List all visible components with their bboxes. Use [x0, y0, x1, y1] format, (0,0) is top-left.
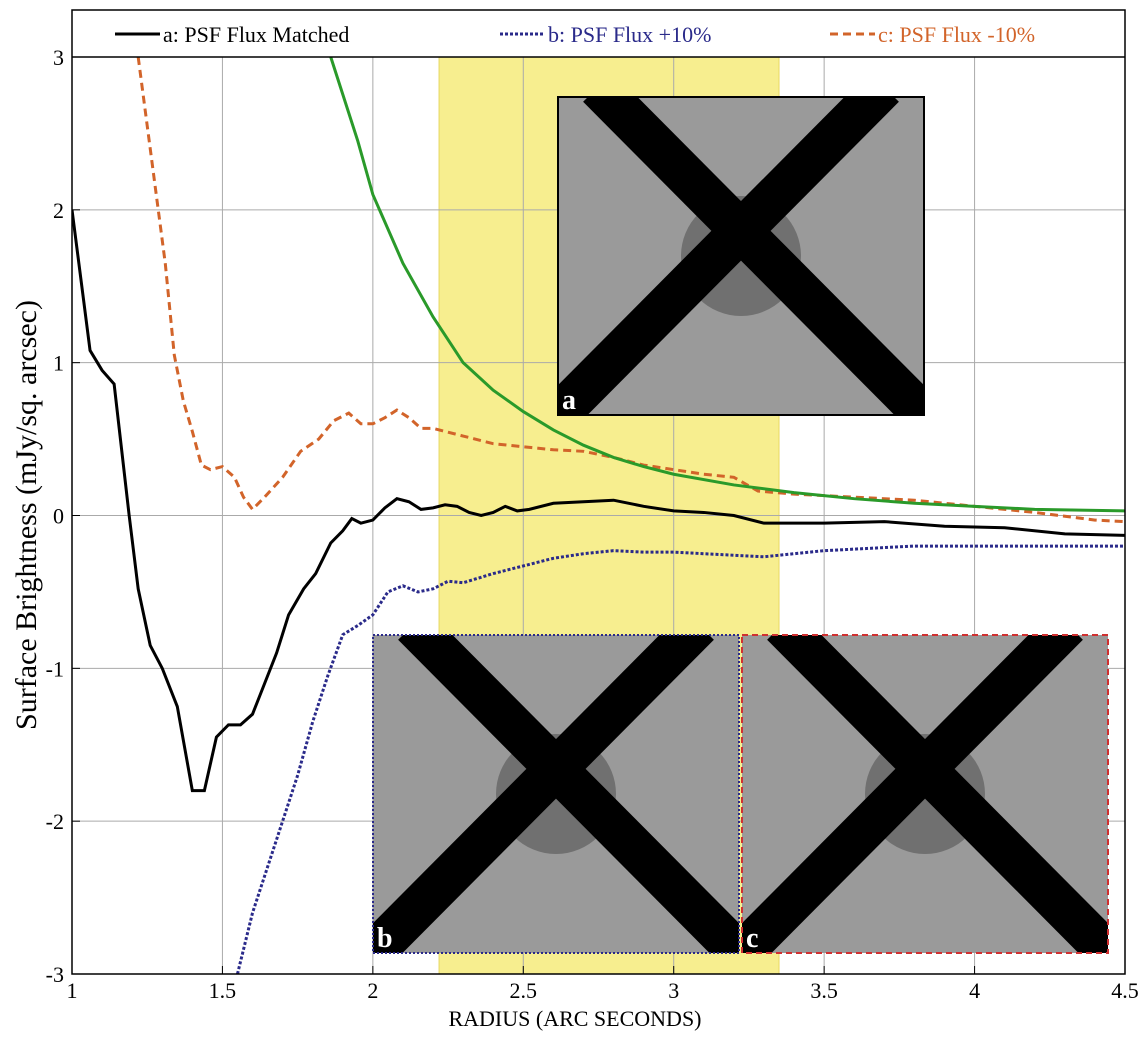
- x-tick-label: 1.5: [209, 978, 237, 1003]
- y-axis-label: Surface Brightness (mJy/sq. arcsec): [10, 300, 43, 730]
- inset-image: b: [372, 634, 740, 954]
- y-tick-label: 3: [53, 45, 64, 70]
- legend-label: b: PSF Flux +10%: [548, 22, 711, 47]
- inset-content: [742, 635, 1108, 953]
- inset-cross: [742, 635, 1083, 953]
- inset-cross: [373, 635, 714, 953]
- inset-image: c: [741, 634, 1109, 954]
- plot-frame: [71, 9, 1126, 975]
- x-tick-label: 3: [668, 978, 679, 1003]
- x-axis-label: RADIUS (ARC SECONDS): [448, 1006, 701, 1031]
- inset-content: [558, 97, 924, 415]
- x-tick-label: 2: [367, 978, 378, 1003]
- legend-label: a: PSF Flux Matched: [163, 22, 349, 47]
- x-tick-label: 4.5: [1111, 978, 1139, 1003]
- legend-label: c: PSF Flux -10%: [878, 22, 1035, 47]
- y-tick-label: -2: [46, 809, 64, 834]
- inset-image: a: [557, 96, 925, 416]
- inset-label: c: [746, 923, 758, 954]
- x-tick-label: 4: [969, 978, 980, 1003]
- inset-cross: [767, 635, 1108, 953]
- inset-cross: [398, 635, 739, 953]
- y-tick-label: 0: [53, 504, 64, 529]
- y-tick-label: 1: [53, 351, 64, 376]
- inset-cross: [558, 97, 899, 415]
- inset-content: [373, 635, 739, 953]
- inset-border: [557, 96, 925, 416]
- data-line: [72, 209, 1125, 793]
- data-line: [329, 56, 1125, 513]
- inset-cross: [583, 97, 924, 415]
- inset-label: a: [562, 385, 576, 416]
- x-tick-label: 1: [67, 978, 78, 1003]
- inset-border: [741, 634, 1109, 954]
- inset-border: [372, 634, 740, 954]
- x-tick-label: 3.5: [810, 978, 838, 1003]
- x-tick-label: 2.5: [510, 978, 538, 1003]
- inset-label: b: [377, 923, 393, 954]
- y-tick-label: -3: [46, 962, 64, 987]
- y-tick-label: 2: [53, 198, 64, 223]
- y-tick-label: -1: [46, 656, 64, 681]
